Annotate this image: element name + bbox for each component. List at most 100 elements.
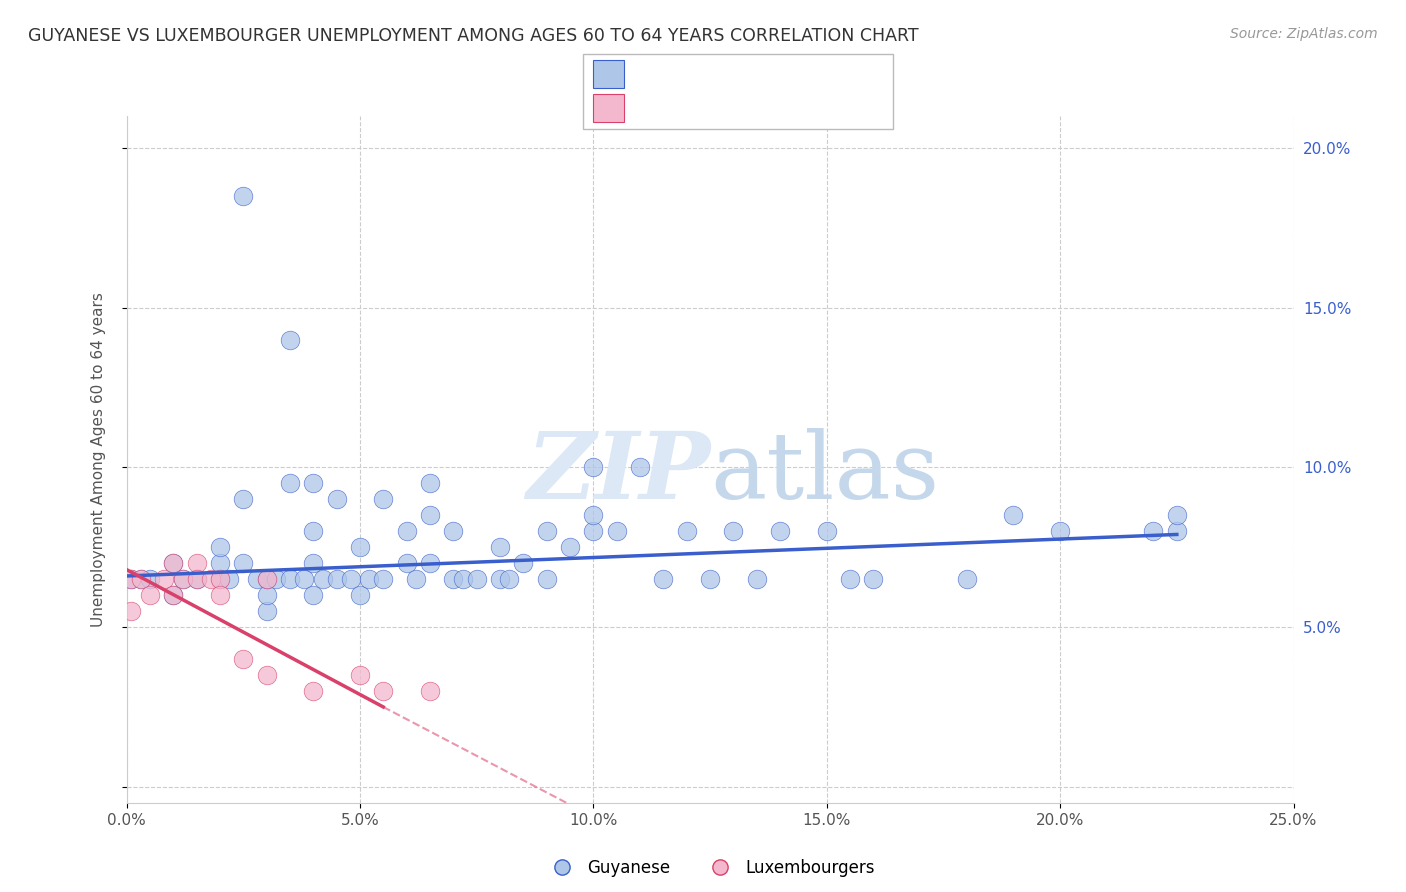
Point (120, 604, 142, 618)
Point (153, 572, 176, 586)
Text: 20: 20 (825, 101, 846, 116)
Point (489, 540, 512, 554)
Point (208, 556, 231, 570)
Point (325, 492, 347, 507)
Point (129, 572, 152, 586)
Point (278, 476, 301, 491)
Point (498, 572, 520, 586)
Point (278, 572, 301, 586)
Bar (593, 61, 624, 87)
Point (208, 572, 231, 586)
Point (606, 524, 628, 539)
Point (256, 668, 278, 682)
Point (232, 652, 254, 666)
Point (395, 524, 418, 539)
Point (339, 572, 361, 586)
Point (120, 572, 142, 586)
Text: GUYANESE VS LUXEMBOURGER UNEMPLOYMENT AMONG AGES 60 TO 64 YEARS CORRELATION CHAR: GUYANESE VS LUXEMBOURGER UNEMPLOYMENT AM… (28, 27, 918, 45)
Point (419, 556, 441, 570)
Point (311, 572, 333, 586)
Point (129, 572, 152, 586)
Point (489, 572, 512, 586)
Point (302, 684, 325, 698)
Point (120, 572, 142, 586)
Point (395, 556, 418, 570)
Point (162, 556, 184, 570)
Text: 73: 73 (825, 67, 846, 81)
Point (232, 189, 254, 203)
Point (862, 572, 884, 586)
Point (512, 556, 534, 570)
Point (172, 572, 194, 586)
Point (162, 556, 184, 570)
Point (349, 588, 371, 602)
Text: 0.081: 0.081 (692, 67, 742, 81)
Point (232, 556, 254, 570)
Point (745, 572, 768, 586)
Point (769, 524, 792, 539)
Point (582, 460, 605, 475)
Text: ZIP: ZIP (526, 428, 710, 518)
Text: R =: R = (636, 67, 666, 81)
Text: N =: N = (769, 67, 800, 81)
Point (302, 588, 325, 602)
Point (465, 572, 488, 586)
Text: R =: R = (636, 101, 666, 116)
Point (373, 492, 395, 507)
Point (419, 684, 441, 698)
Point (419, 476, 441, 491)
Text: -0.375: -0.375 (692, 101, 749, 116)
Point (218, 572, 240, 586)
Y-axis label: Unemployment Among Ages 60 to 64 years: Unemployment Among Ages 60 to 64 years (91, 292, 105, 627)
Point (1002, 508, 1025, 523)
Point (628, 460, 651, 475)
Point (536, 572, 558, 586)
Text: N =: N = (769, 101, 800, 116)
Point (302, 476, 325, 491)
Text: atlas: atlas (710, 428, 939, 518)
Point (419, 508, 441, 523)
Point (451, 572, 474, 586)
Point (172, 572, 194, 586)
Point (325, 572, 347, 586)
Point (232, 492, 254, 507)
Point (839, 572, 862, 586)
Point (246, 572, 269, 586)
Point (405, 572, 427, 586)
Point (186, 572, 208, 586)
Point (349, 540, 371, 554)
Point (208, 540, 231, 554)
Point (208, 588, 231, 602)
Point (675, 524, 697, 539)
Point (139, 572, 162, 586)
Point (582, 508, 605, 523)
Point (139, 588, 162, 602)
Legend: Guyanese, Luxembourgers: Guyanese, Luxembourgers (538, 853, 882, 884)
Point (652, 572, 675, 586)
Point (302, 556, 325, 570)
Point (292, 572, 315, 586)
Point (256, 572, 278, 586)
Point (815, 524, 838, 539)
Point (264, 572, 287, 586)
Point (359, 572, 381, 586)
Point (1142, 524, 1164, 539)
Point (256, 604, 278, 618)
Point (256, 572, 278, 586)
Point (956, 572, 979, 586)
Point (723, 524, 745, 539)
Point (373, 572, 395, 586)
Point (441, 572, 464, 586)
Point (186, 556, 208, 570)
Point (162, 588, 184, 602)
Point (1166, 524, 1188, 539)
Point (349, 668, 371, 682)
Point (278, 333, 301, 347)
Point (1049, 524, 1071, 539)
Point (186, 572, 208, 586)
Point (536, 524, 558, 539)
Point (582, 524, 605, 539)
Point (558, 540, 581, 554)
Point (1166, 508, 1188, 523)
Bar (593, 95, 624, 122)
